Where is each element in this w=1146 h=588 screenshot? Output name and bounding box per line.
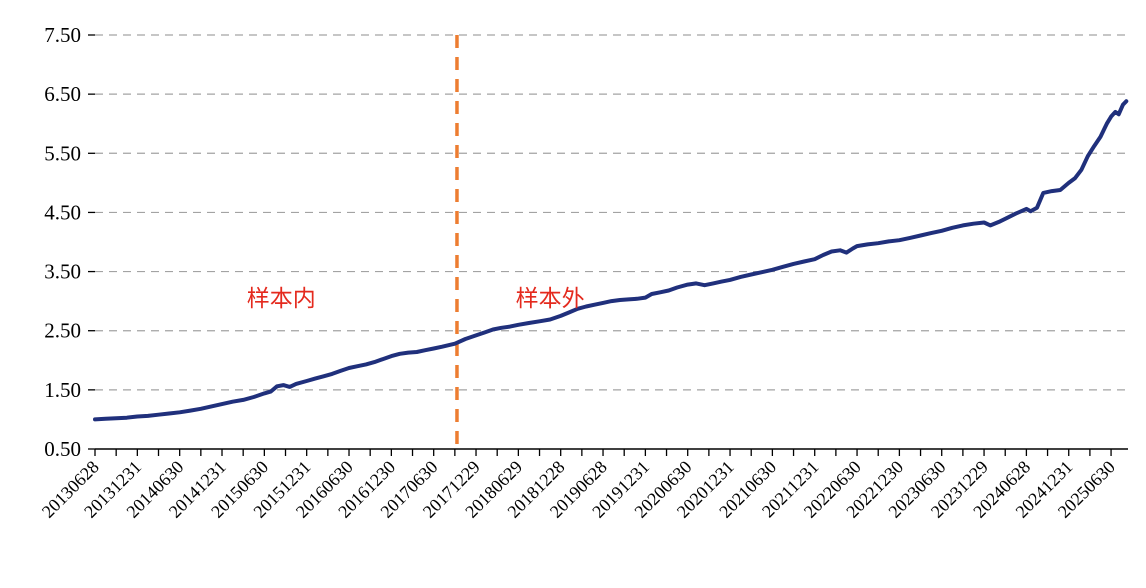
y-tick-label: 7.50 [44, 23, 81, 47]
y-tick-label: 3.50 [44, 260, 81, 284]
cumulative-net-value-line [93, 99, 1129, 422]
y-tick-label: 1.50 [44, 378, 81, 402]
y-tick-label: 0.50 [44, 437, 81, 461]
in-sample-label: 样本内 [247, 286, 316, 311]
out-of-sample-label: 样本外 [516, 286, 585, 311]
y-tick-label: 6.50 [44, 82, 81, 106]
y-tick-label: 5.50 [44, 141, 81, 165]
y-tick-label: 2.50 [44, 319, 81, 343]
y-tick-label: 4.50 [44, 200, 81, 224]
